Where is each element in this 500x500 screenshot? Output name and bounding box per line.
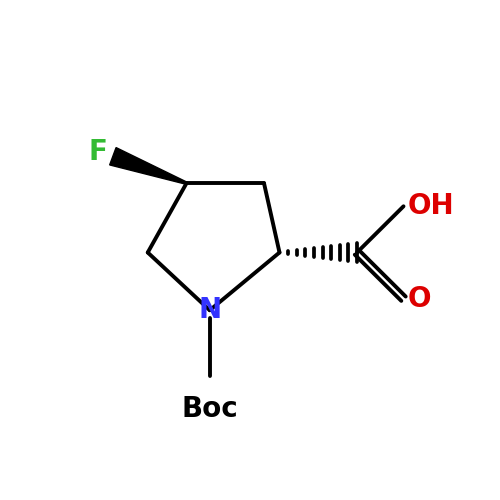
Text: F: F bbox=[88, 138, 107, 166]
Text: O: O bbox=[408, 284, 431, 312]
Text: OH: OH bbox=[408, 192, 454, 220]
Text: N: N bbox=[198, 296, 222, 324]
Polygon shape bbox=[110, 148, 187, 184]
Text: Boc: Boc bbox=[182, 395, 238, 423]
